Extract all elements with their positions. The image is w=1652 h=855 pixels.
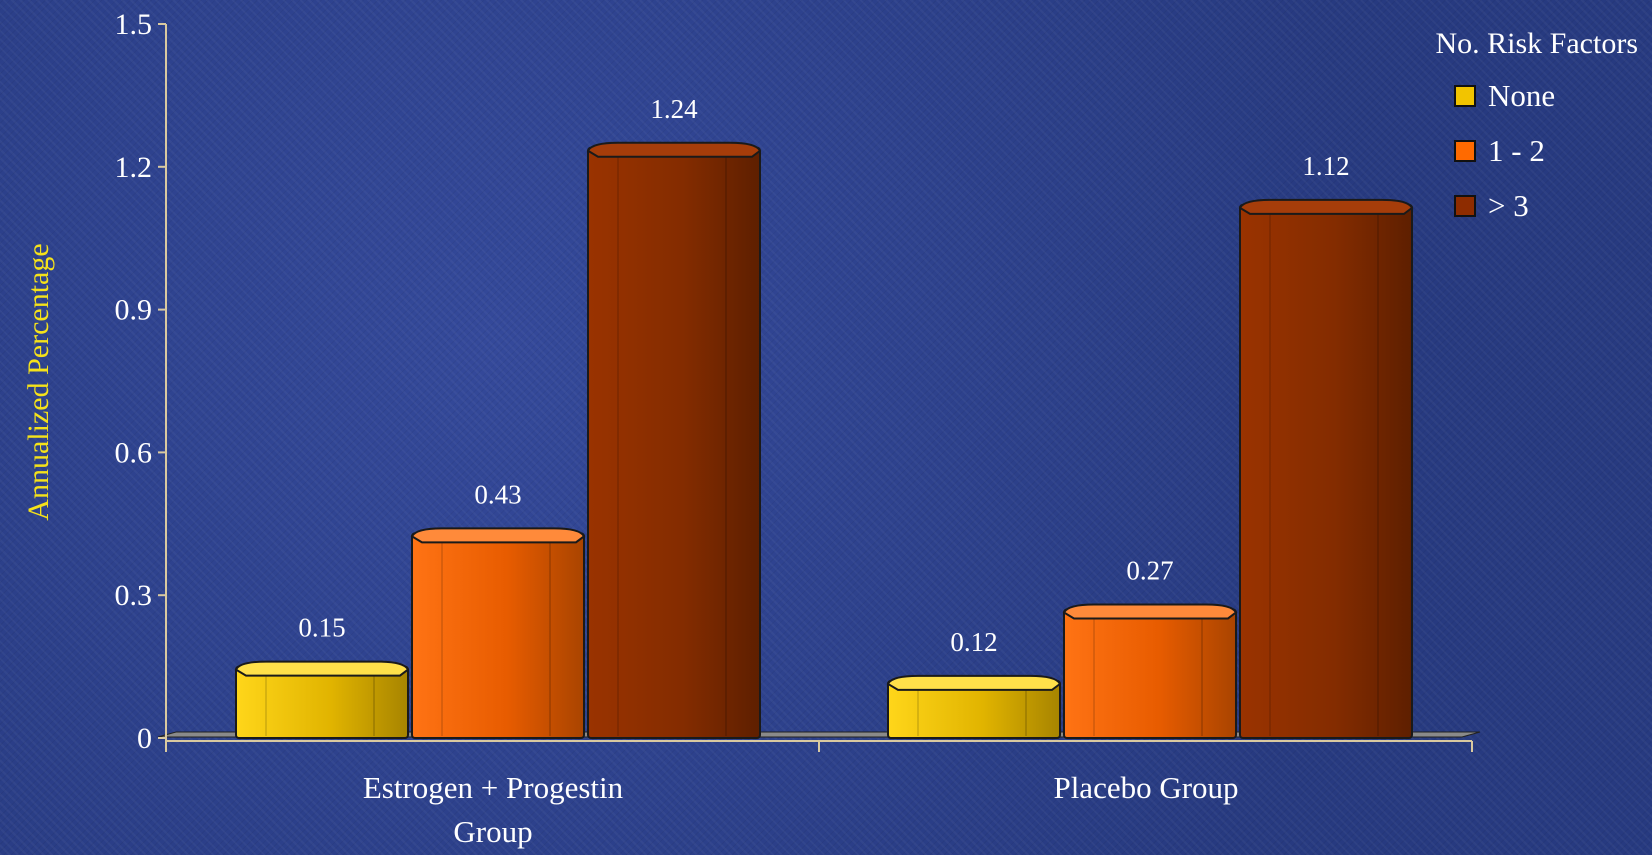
bar-high-0 [586,141,762,739]
data-label: 1.12 [1302,151,1349,181]
bar-mid-0 [410,527,586,739]
legend-label: 1 - 2 [1488,133,1545,168]
data-label: 0.43 [474,479,521,509]
bar-high-1 [1238,198,1414,739]
bar-mid-1 [1062,603,1238,739]
legend-item-none: None [1454,78,1555,113]
data-label: 0.15 [298,613,345,643]
y-tick-label: 1.5 [115,8,153,41]
y-ticks: 0 0.3 0.6 0.9 1.2 1.5 [115,8,166,755]
data-label: 1.24 [650,94,698,124]
y-tick-label: 0.9 [115,294,153,327]
legend-item-high: > 3 [1454,188,1529,223]
y-tick-label: 0 [137,722,152,755]
category-label: Placebo Group [1053,770,1238,805]
category-labels: Estrogen + Progestin Group Placebo Group [363,770,1239,849]
y-tick-label: 0.6 [115,436,153,469]
legend-label: None [1488,78,1555,113]
bars [234,141,1414,740]
bar-none-0 [234,660,410,739]
legend-swatch [1454,195,1476,217]
data-label: 0.27 [1126,555,1173,585]
legend-swatch [1454,85,1476,107]
data-label: 0.12 [950,627,997,657]
y-tick-label: 1.2 [115,151,153,184]
y-tick-label: 0.3 [115,579,153,612]
category-label: Group [453,814,532,849]
category-label: Estrogen + Progestin [363,770,624,805]
y-axis-title: Annualized Percentage [22,243,55,520]
legend-swatch [1454,140,1476,162]
x-ticks [165,741,1473,752]
legend: No. Risk Factors None 1 - 2 > 3 [1436,27,1639,223]
legend-title: No. Risk Factors [1436,27,1639,60]
legend-label: > 3 [1488,188,1529,223]
bar-none-1 [886,674,1062,740]
legend-item-mid: 1 - 2 [1454,133,1545,168]
data-labels: 0.15 0.43 1.24 0.12 0.27 1.12 [298,94,1349,657]
